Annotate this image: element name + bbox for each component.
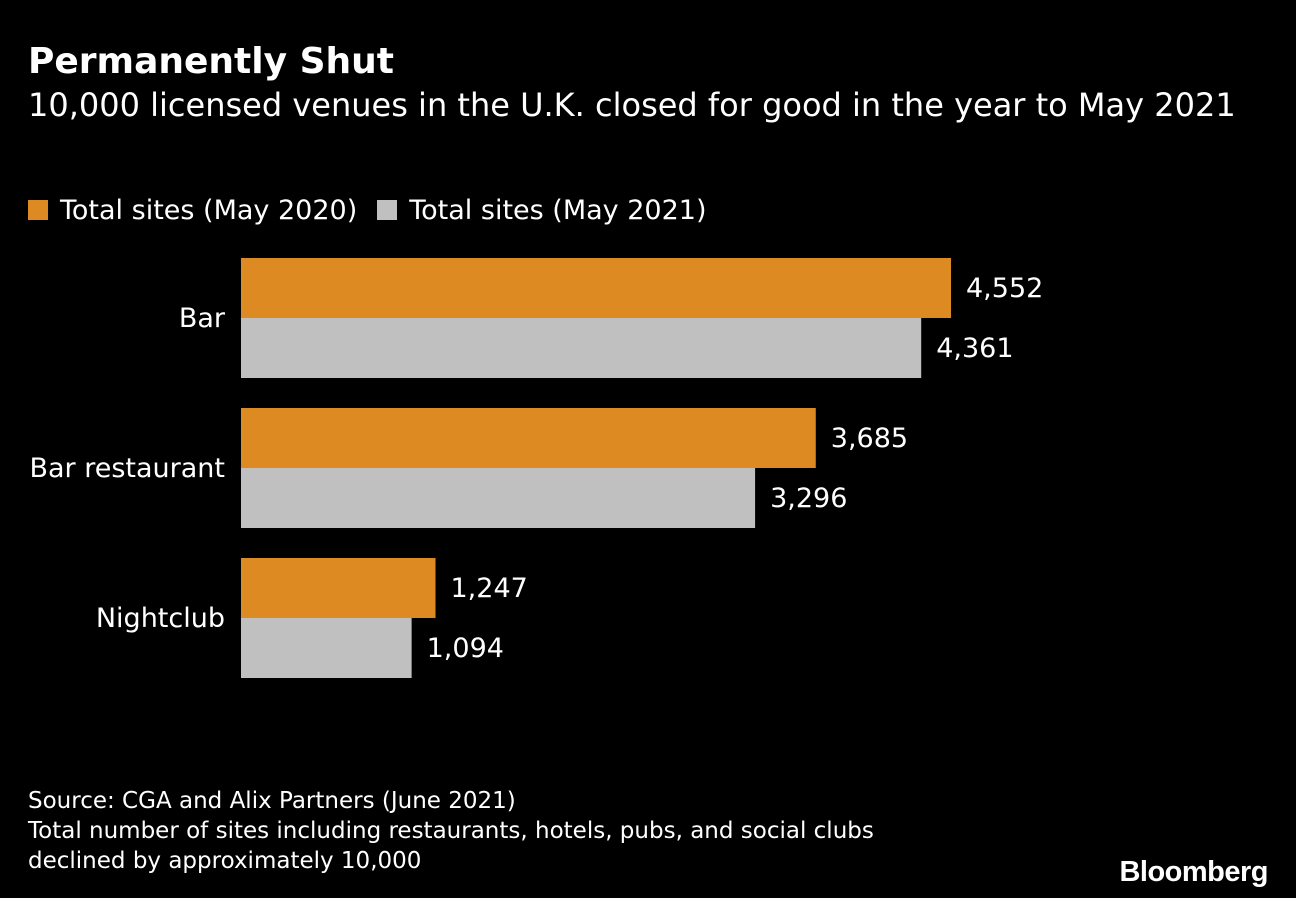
bar-bar-restaurant-2021 — [241, 468, 756, 528]
legend-label-2020: Total sites (May 2020) — [60, 194, 358, 226]
bar-bar-2020 — [241, 258, 951, 318]
category-label-bar-restaurant: Bar restaurant — [29, 453, 225, 484]
value-label-nightclub-2021: 1,094 — [427, 633, 504, 664]
value-label-nightclub-2020: 1,247 — [451, 573, 528, 604]
legend-swatch-2021 — [377, 200, 398, 220]
footnote: Source: CGA and Alix Partners (June 2021… — [28, 786, 874, 876]
bloomberg-logo: Bloomberg — [1119, 856, 1268, 888]
note-line-2: declined by approximately 10,000 — [28, 848, 422, 874]
legend-label-2021: Total sites (May 2021) — [409, 194, 707, 226]
category-label-nightclub: Nightclub — [96, 603, 225, 634]
bar-nightclub-2020 — [241, 558, 436, 618]
value-label-bar-2021: 4,361 — [936, 333, 1013, 364]
category-label-bar: Bar — [179, 303, 226, 334]
bar-nightclub-2021 — [241, 618, 412, 678]
chart-title: Permanently Shut — [28, 41, 394, 82]
value-label-bar-2020: 4,552 — [966, 273, 1043, 304]
legend-item-2021: Total sites (May 2021) — [377, 194, 707, 226]
note-line-1: Total number of sites including restaura… — [28, 818, 874, 844]
value-label-bar-restaurant-2021: 3,296 — [770, 483, 847, 514]
value-label-bar-restaurant-2020: 3,685 — [831, 423, 908, 454]
legend-item-2020: Total sites (May 2020) — [28, 195, 357, 226]
legend-swatch-2020 — [28, 200, 48, 220]
bar-bar-restaurant-2020 — [241, 408, 816, 468]
chart-subtitle: 10,000 licensed venues in the U.K. close… — [28, 86, 1236, 124]
source-text: Source: CGA and Alix Partners (June 2021… — [28, 788, 516, 814]
legend: Total sites (May 2020) Total sites (May … — [28, 192, 727, 228]
bar-bar-2021 — [241, 318, 922, 378]
bar-chart: Bar 4,552 4,361 Bar restaurant 3,685 3,296 Nig… — [29, 258, 1043, 678]
